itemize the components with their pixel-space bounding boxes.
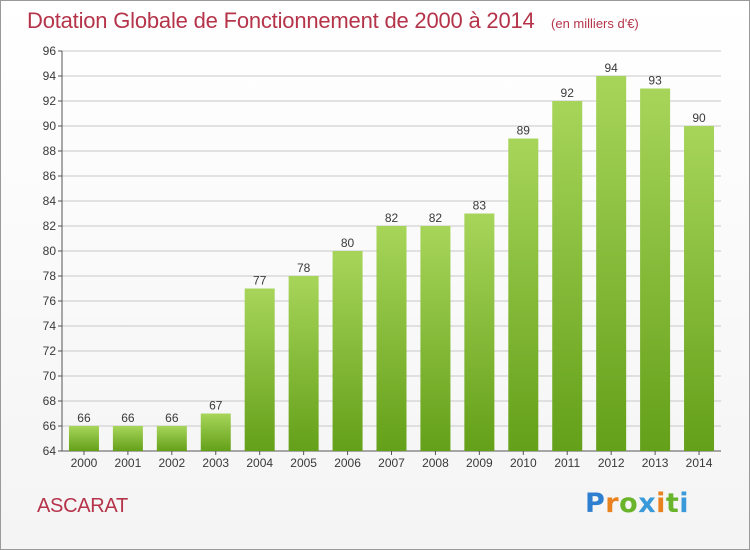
y-tick-label: 70 [43,369,57,383]
logo-letter: o [619,488,639,519]
commune-name: ASCARAT [37,495,128,517]
chart-title: Dotation Globale de Fonctionnement de 20… [27,8,535,33]
y-tick-label: 66 [43,419,57,433]
logo-letter: t [665,488,680,519]
value-label-2010: 89 [517,124,531,138]
x-tick-label: 2009 [466,456,493,470]
chart-title-row: Dotation Globale de Fonctionnement de 20… [27,8,639,34]
y-tick-label: 78 [43,269,57,283]
x-tick-label: 2002 [158,456,185,470]
y-tick-label: 74 [43,319,57,333]
value-label-2001: 66 [121,411,135,425]
x-tick-label: 2007 [378,456,405,470]
bar-2010 [508,138,539,451]
logo-letter: x [638,488,657,519]
y-tick-label: 94 [43,69,57,83]
value-label-2000: 66 [77,411,91,425]
y-tick-label: 72 [43,344,57,358]
x-tick-label: 2014 [686,456,713,470]
value-label-2012: 94 [604,61,618,75]
x-tick-label: 2001 [115,456,142,470]
chart-subtitle: (en milliers d'€) [551,16,639,31]
logo-letter: i [679,488,690,519]
bar-2014 [684,126,715,451]
x-tick-label: 2005 [290,456,317,470]
bar-2000 [68,426,99,451]
value-label-2005: 78 [297,261,311,275]
bars [68,76,715,451]
bar-2001 [112,426,143,451]
value-label-2002: 66 [165,411,179,425]
y-tick-label: 92 [43,94,57,108]
bar-2006 [332,251,363,451]
bar-2012 [596,76,627,451]
value-label-2007: 82 [385,211,399,225]
logo-letter: r [605,488,620,519]
bar-2003 [200,413,231,451]
bar-2009 [464,213,495,451]
y-tick-label: 90 [43,119,57,133]
value-label-2011: 92 [561,86,575,100]
x-tick-label: 2003 [202,456,229,470]
logo-letter: i [656,488,666,519]
x-tick-label: 2006 [334,456,361,470]
y-tick-label: 88 [43,144,57,158]
bar-2005 [288,276,319,451]
bar-2004 [244,288,275,451]
bar-2011 [552,101,583,451]
y-tick-label: 86 [43,169,57,183]
value-label-2003: 67 [209,399,223,413]
y-tick-label: 84 [43,194,57,208]
x-tick-label: 2012 [598,456,625,470]
x-tick-label: 2004 [246,456,273,470]
y-tick-label: 68 [43,394,57,408]
y-tick-label: 82 [43,219,57,233]
value-label-2014: 90 [692,111,706,125]
x-tick-label: 2008 [422,456,449,470]
bar-2008 [420,226,451,451]
bar-2002 [156,426,187,451]
value-label-2013: 93 [648,74,662,88]
x-tick-label: 2013 [642,456,669,470]
value-label-2009: 83 [473,199,487,213]
bar-2013 [640,88,671,451]
x-tick-label: 2010 [510,456,537,470]
x-tick-label: 2011 [554,456,580,470]
x-tick-label: 2000 [71,456,98,470]
labels: 2000 66 2001 66 2002 66 2003 67 2004 77 2005 78 2006… [71,61,713,470]
value-label-2004: 77 [253,274,267,288]
y-tick-label: 76 [43,294,57,308]
y-tick-label: 96 [43,44,57,58]
y-tick-label: 64 [43,444,57,458]
y-tick-label: 80 [43,244,57,258]
value-label-2006: 80 [341,236,355,250]
value-label-2008: 82 [429,211,443,225]
bar-2007 [376,226,407,451]
logo-letter: P [585,488,606,519]
proxiti-logo: Proxiti [585,488,689,519]
